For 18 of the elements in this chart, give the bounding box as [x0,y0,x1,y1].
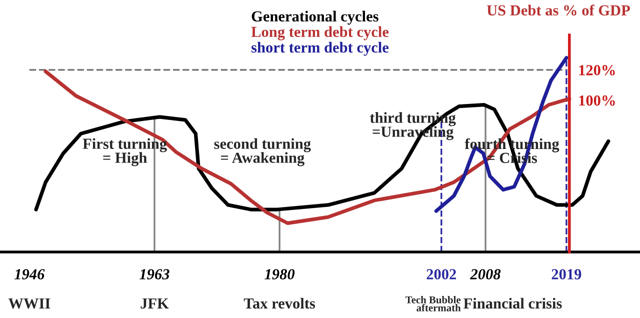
text: Tech Bubble aftermath [406,296,461,312]
x-tick-label: 2019 [552,269,582,280]
y-tick-label: 100% [579,95,615,106]
x-tick-label: 1963 [140,269,170,280]
annotation: second turning = Awakening [214,138,311,166]
text: Long term debt cycle [251,26,389,40]
y-axis-title: US Debt as % of GDP [486,4,630,16]
text: Generational cycles [252,10,378,25]
x-tick-label: 1946 [14,269,45,280]
y-tick-label: 120% [579,65,615,76]
text: JFK [140,298,169,309]
text: short term debt cycle [252,42,389,56]
x-tick-label: 2008 [470,269,501,280]
x-tick-label: 2002 [426,269,456,280]
text: Financial crisis [464,298,562,309]
x-tick-label: 1980 [264,269,295,280]
text: WWII [8,298,50,309]
text: Tax revolts [244,298,316,309]
